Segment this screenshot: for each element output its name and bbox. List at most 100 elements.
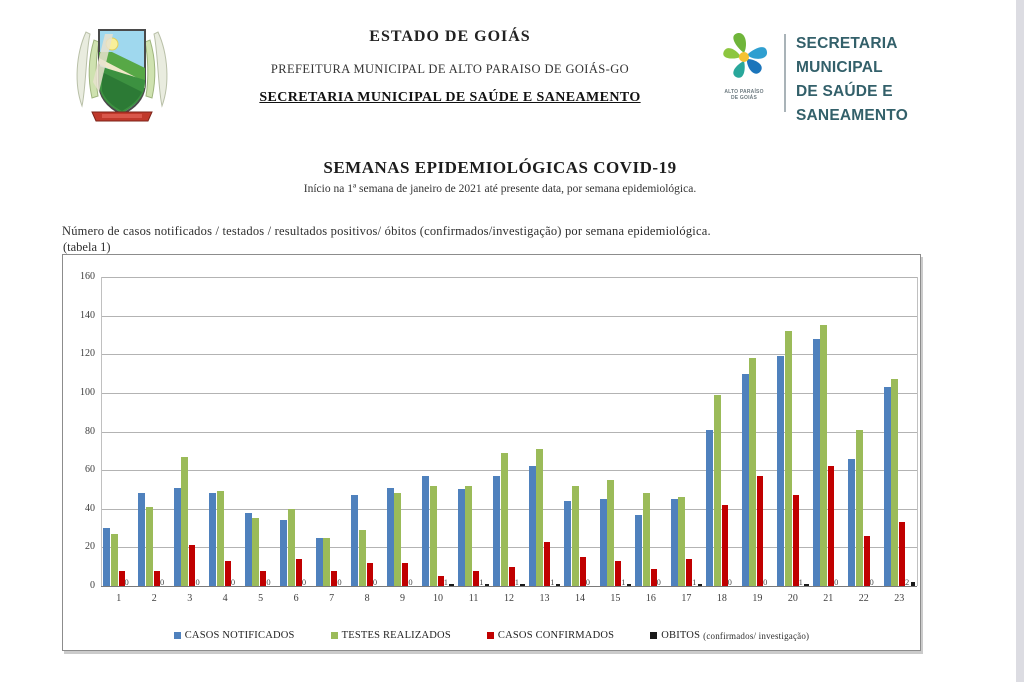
header-department: SECRETARIA MUNICIPAL DE SAÚDE E SANEAMEN… xyxy=(259,90,641,105)
obitos-data-label-week-7: 0 xyxy=(337,577,342,587)
bar-testes-realizados-week-16 xyxy=(642,493,650,586)
bar-casos-confirmados-week-21 xyxy=(828,466,835,586)
gridline-80 xyxy=(101,431,917,433)
legend-item-testes-realizados: TESTES REALIZADOS xyxy=(330,630,451,641)
flower-logo: ALTO PARAÍSO DE GOIÁS xyxy=(712,30,776,102)
y-tick-label-20: 20 xyxy=(85,541,95,553)
obitos-data-label-week-8: 0 xyxy=(372,577,378,587)
gridline-60 xyxy=(101,470,917,472)
bar-casos-confirmados-week-14 xyxy=(579,557,586,586)
x-tick-label-16: 16 xyxy=(645,593,656,604)
y-tick-label-140: 140 xyxy=(80,309,95,321)
x-tick-label-23: 23 xyxy=(894,593,905,604)
bar-testes-realizados-week-19 xyxy=(749,358,757,586)
secretariat-wordmark: SECRETARIA MUNICIPAL DE SAÚDE E SANEAMEN… xyxy=(796,32,972,128)
x-tick-label-4: 4 xyxy=(222,593,228,604)
legend-label: CASOS CONFIRMADOS xyxy=(497,630,615,641)
legend-item-casos-notificados: CASOS NOTIFICADOS xyxy=(173,630,295,641)
bar-casos-notificados-week-13 xyxy=(528,466,536,586)
bar-casos-confirmados-week-1 xyxy=(118,570,125,586)
x-tick-label-21: 21 xyxy=(823,593,834,604)
header-state: ESTADO DE GOIÁS xyxy=(369,28,531,45)
legend-item-casos-confirmados: CASOS CONFIRMADOS xyxy=(486,630,615,641)
bar-group-week-4: 0 xyxy=(207,277,242,587)
bar-casos-notificados-week-14 xyxy=(564,501,572,586)
bar-casos-confirmados-week-16 xyxy=(650,568,657,586)
bar-group-week-7: 0 xyxy=(314,277,349,587)
gridline-140 xyxy=(101,315,917,317)
y-axis-line xyxy=(101,277,102,586)
bar-casos-confirmados-week-15 xyxy=(615,560,622,586)
gridline-160 xyxy=(101,277,917,278)
obitos-data-label-week-2: 0 xyxy=(159,577,165,587)
bar-obitos-week-23 xyxy=(910,582,916,586)
obitos-data-label-week-13: 1 xyxy=(550,577,555,587)
municipal-crest-icon xyxy=(76,29,168,122)
bar-group-week-13: 1 xyxy=(527,277,562,587)
chart-legend: CASOS NOTIFICADOS TESTES REALIZADOS CASOS … xyxy=(63,630,920,641)
bar-testes-realizados-week-6 xyxy=(287,508,295,586)
wordmark-line1: SECRETARIA MUNICIPAL xyxy=(796,35,898,77)
bar-group-week-20: 1 xyxy=(775,277,810,587)
bar-group-week-12: 1 xyxy=(491,277,526,587)
bar-casos-notificados-week-23 xyxy=(883,387,891,586)
bar-casos-confirmados-week-9 xyxy=(402,562,409,586)
x-tick-label-3: 3 xyxy=(187,593,193,604)
bar-group-week-6: 0 xyxy=(278,277,313,587)
obitos-data-label-week-11: 1 xyxy=(479,577,484,587)
bar-casos-notificados-week-1 xyxy=(103,528,110,586)
x-tick-label-18: 18 xyxy=(716,593,727,604)
obitos-data-label-week-9: 0 xyxy=(408,577,413,587)
bar-casos-notificados-week-10 xyxy=(422,475,430,586)
y-tick-label-40: 40 xyxy=(85,502,95,514)
y-tick-label-80: 80 xyxy=(85,425,95,437)
x-tick-label-13: 13 xyxy=(539,593,550,604)
flower-caption-line1: ALTO PARAÍSO xyxy=(724,89,764,95)
gridline-40 xyxy=(101,508,917,510)
bar-casos-confirmados-week-12 xyxy=(508,566,515,586)
bar-group-week-21: 0 xyxy=(811,277,846,587)
bar-casos-notificados-week-4 xyxy=(209,493,217,586)
bar-testes-realizados-week-20 xyxy=(784,331,792,586)
bar-casos-notificados-week-20 xyxy=(777,356,785,586)
bar-obitos-week-13 xyxy=(555,584,561,586)
bar-casos-notificados-week-12 xyxy=(493,475,501,586)
bar-testes-realizados-week-9 xyxy=(394,493,402,586)
bar-group-week-9: 0 xyxy=(385,277,420,587)
legend-swatch-casos-confirmados-icon xyxy=(486,632,494,639)
wordmark-line2: DE SAÚDE E xyxy=(796,83,893,101)
x-tick-label-1: 1 xyxy=(116,593,122,604)
x-tick-label-17: 17 xyxy=(681,593,692,604)
gridline-100 xyxy=(101,392,917,394)
gridline-120 xyxy=(101,354,917,356)
obitos-data-label-week-14: 0 xyxy=(585,577,590,587)
x-tick-label-20: 20 xyxy=(787,593,798,604)
bar-casos-notificados-week-9 xyxy=(386,487,394,586)
x-tick-label-8: 8 xyxy=(364,593,370,604)
plot-right-border xyxy=(917,277,918,586)
x-tick-label-22: 22 xyxy=(858,593,869,604)
obitos-data-label-week-10: 1 xyxy=(443,577,449,587)
bar-casos-confirmados-week-7 xyxy=(331,570,338,586)
bar-group-week-8: 0 xyxy=(349,277,384,587)
logo-divider xyxy=(784,34,786,112)
x-tick-label-2: 2 xyxy=(151,593,157,604)
obitos-data-label-week-20: 1 xyxy=(798,577,803,587)
bar-group-week-5: 0 xyxy=(243,277,278,587)
y-tick-label-120: 120 xyxy=(80,348,95,360)
bar-casos-confirmados-week-11 xyxy=(473,570,480,586)
bar-obitos-week-15 xyxy=(626,584,632,586)
bar-casos-confirmados-week-18 xyxy=(721,504,728,586)
obitos-data-label-week-23: 2 xyxy=(905,577,910,587)
bar-casos-confirmados-week-4 xyxy=(224,560,231,586)
obitos-data-label-week-16: 0 xyxy=(656,577,661,587)
bar-obitos-week-20 xyxy=(804,584,809,586)
bar-casos-notificados-week-18 xyxy=(706,429,714,586)
bar-testes-realizados-week-4 xyxy=(216,491,224,586)
bar-obitos-week-11 xyxy=(484,584,490,586)
y-tick-label-160: 160 xyxy=(80,271,95,282)
bar-casos-notificados-week-15 xyxy=(599,499,607,586)
bar-testes-realizados-week-22 xyxy=(855,429,863,586)
bar-casos-confirmados-week-23 xyxy=(899,522,906,586)
x-tick-label-5: 5 xyxy=(258,593,264,604)
